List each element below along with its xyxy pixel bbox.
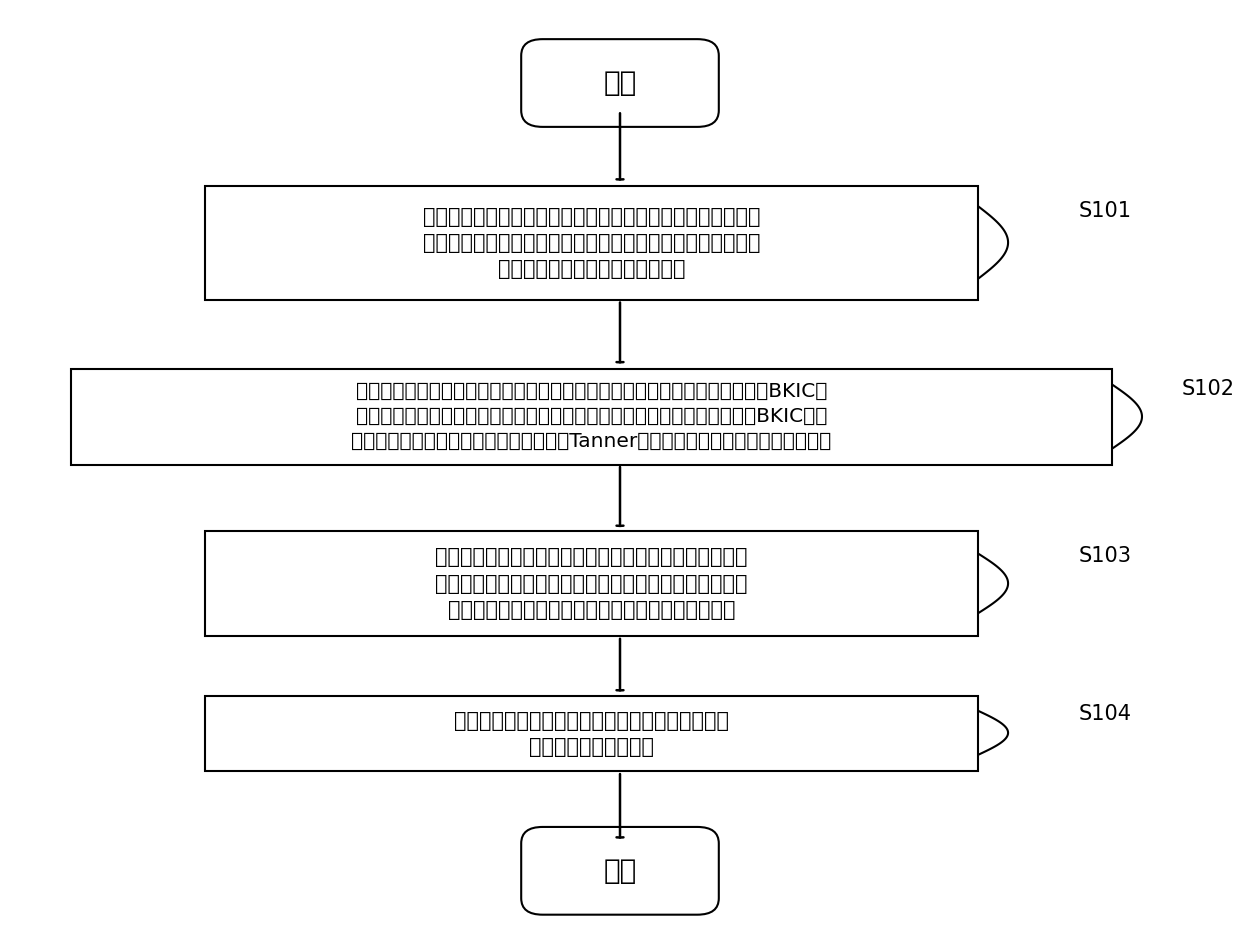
Bar [205, 186, 978, 300]
Bar [205, 696, 978, 771]
FancyBboxPatch shape [521, 827, 719, 915]
Text: 顺序地对频率选择性衰落信道的每个路径中的载体信号进行盲已知干扰消除（BKIC）
处理得到目标信号，对目标信号进行差分信号处理以获得目标认证信号，在BKIC处理
: 顺序地对频率选择性衰落信道的每个路径中的载体信号进行盲已知干扰消除（BKIC） … [351, 382, 832, 451]
Text: S104: S104 [1079, 704, 1131, 724]
FancyBboxPatch shape [521, 39, 719, 127]
Text: S102: S102 [1182, 379, 1235, 399]
Text: 开始: 开始 [604, 69, 636, 97]
Text: 结束: 结束 [604, 857, 636, 884]
Text: 在接收端中，基于密钥和导频信号获得参考信号，对参考
信号进行差分信号处理以获得参考认证信号，并计算目标
认证信号和参考认证信号的相关性，得到检验统计量: 在接收端中，基于密钥和导频信号获得参考信号，对参考 信号进行差分信号处理以获得参… [435, 547, 748, 621]
Text: S103: S103 [1079, 545, 1131, 565]
Bar [71, 368, 1112, 465]
Text: 发射端向无线信道发射载体信号，载体信号包括认证信号、导
频信号和信息信号，认证信号叠加到导频信号，无线信道是具
有多个路径的频率选择性衰落信道: 发射端向无线信道发射载体信号，载体信号包括认证信号、导 频信号和信息信号，认证信… [423, 207, 760, 279]
Text: S101: S101 [1079, 201, 1131, 221]
Bar [205, 531, 978, 636]
Text: 将检验统计量与规定阈值进行比较，从而确定载体
信号是否能够通过认证: 将检验统计量与规定阈值进行比较，从而确定载体 信号是否能够通过认证 [454, 710, 729, 757]
